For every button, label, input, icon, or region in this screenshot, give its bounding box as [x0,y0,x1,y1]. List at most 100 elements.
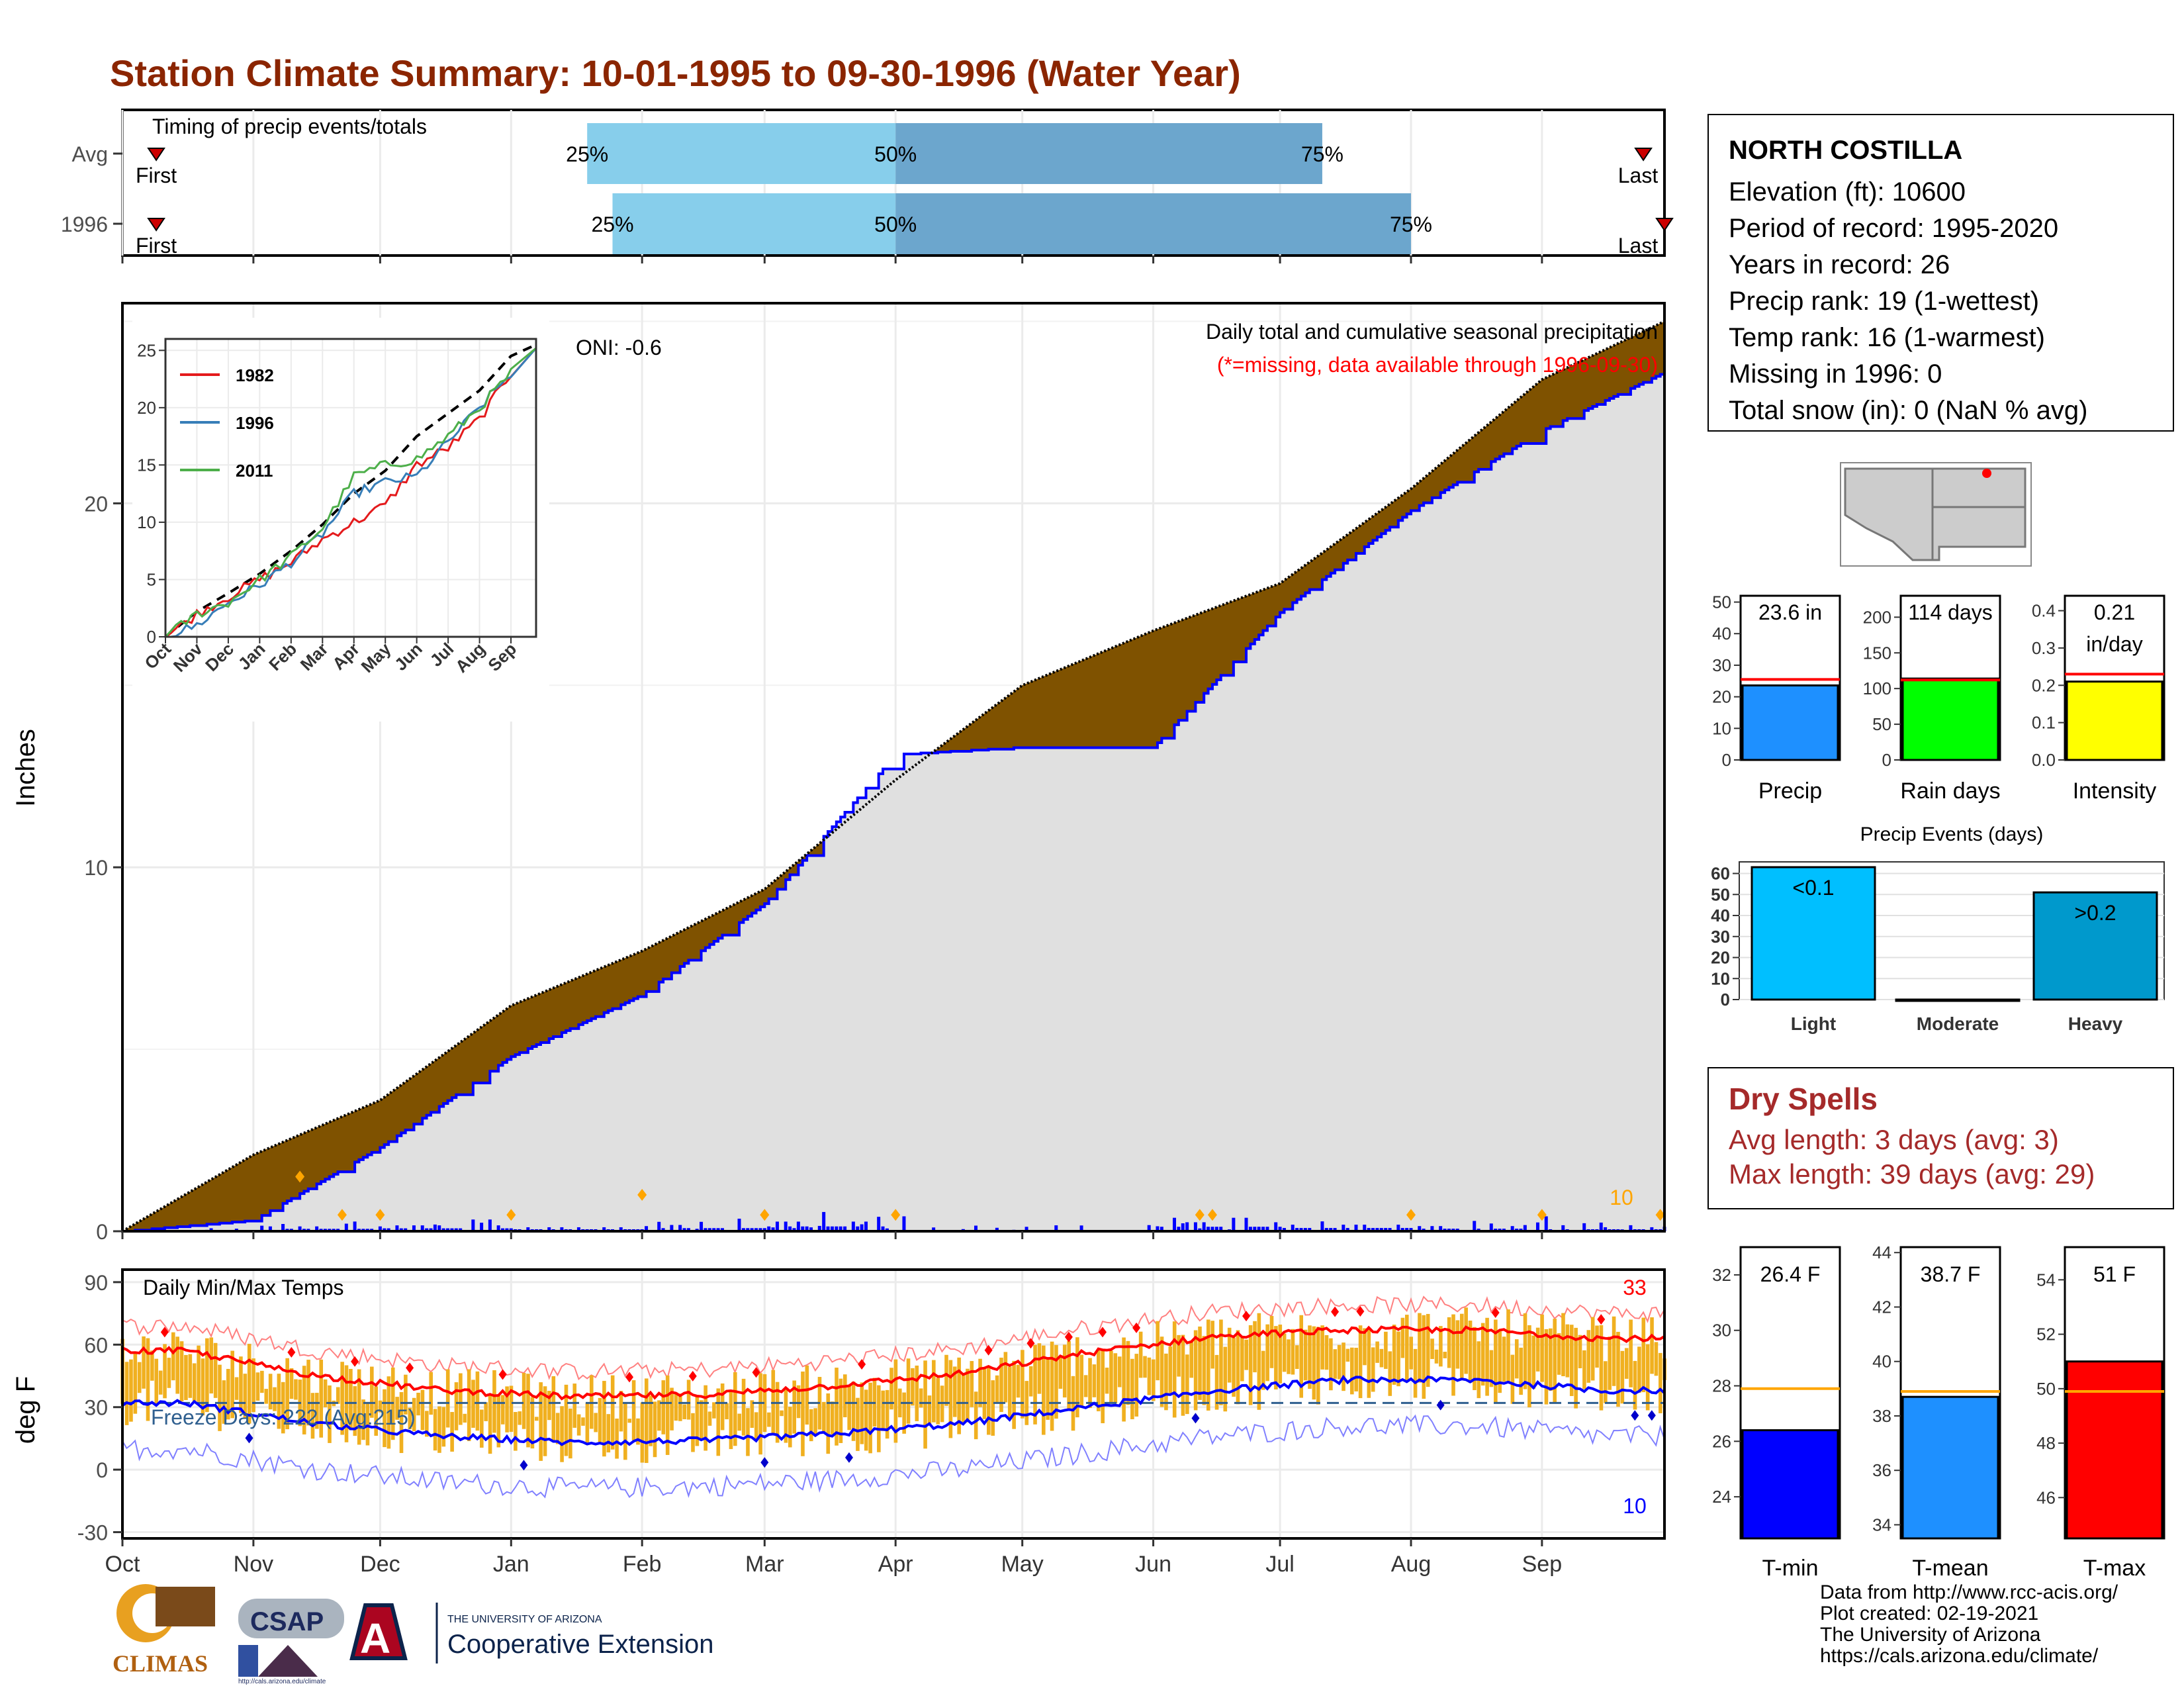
daily-temp-bar [1164,1353,1168,1411]
daily-precip-bar [1329,1228,1333,1231]
daily-precip-bar [1181,1223,1185,1231]
record-high-marker [1597,1314,1606,1325]
daily-temp-bar [399,1391,404,1454]
daily-temp-bar [1261,1350,1265,1390]
daily-precip-bar [645,1226,649,1231]
logos: CLIMAS CSAP http://cals.arizona.edu/clim… [113,1584,713,1685]
daily-temp-bar [1181,1335,1185,1416]
record-marker [375,1209,385,1221]
daily-temp-bar [328,1385,332,1443]
daily-temp-bar [1561,1313,1565,1376]
daily-precip-bar [1650,1227,1654,1231]
daily-temp-bar [1645,1344,1650,1411]
daily-temp-bar [670,1387,674,1430]
minibar-value [2066,680,2163,761]
dry-spells-box: Dry Spells Avg length: 3 days (avg: 3) M… [1707,1067,2174,1209]
observed-cumulative-line [122,373,1664,1233]
daily-temp-bar [378,1400,383,1413]
month-axis: Oct Nov Dec Jan Feb Mar Apr May Jun Jul Aug Sep [105,1552,1563,1577]
first-label: First [136,164,177,187]
daily-temp-bar [264,1389,269,1404]
daily-temp-bar [1413,1348,1418,1398]
daily-precip-bar [344,1223,348,1231]
daily-temp-bar [133,1353,138,1414]
daily-temp-bar [1620,1350,1625,1404]
first-marker [147,148,165,162]
daily-temp-bar [585,1403,590,1445]
daily-temp-bar [1189,1341,1194,1378]
daily-temp-bar [1337,1344,1342,1380]
csap-url: http://cals.arizona.edu/climate [238,1678,326,1685]
daily-temp-bar [610,1375,615,1450]
daily-temp-bar [336,1387,340,1404]
freeze-days-label: Freeze Days: 222 (Avg:215) [151,1405,416,1429]
daily-precip-bar [762,1228,766,1231]
daily-temp-bar [686,1380,691,1420]
temp-ytick-label: 90 [84,1271,108,1295]
daily-temp-bar [374,1386,379,1436]
tempbar-value [2066,1360,2163,1540]
daily-temp-bar [860,1382,864,1444]
tempbar-value-label: 38.7 F [1921,1262,1981,1286]
last-marker [1634,148,1653,162]
daily-temp-bar [484,1402,488,1421]
daily-temp-bar [167,1358,171,1388]
daily-temp-bar [1050,1341,1054,1431]
daily-temp-bar [543,1386,547,1456]
daily-temp-bar [927,1395,932,1425]
daily-temp-bar [1134,1354,1139,1417]
daily-temp-bar [572,1383,577,1428]
daily-temp-bar [365,1401,370,1446]
daily-temp-bar [1024,1381,1029,1425]
daily-precip-bar [856,1226,860,1231]
dry-spells-max: Max length: 39 days (avg: 29) [1729,1158,2095,1190]
daily-temp-bar [775,1382,780,1443]
temp-ytick-label: 60 [84,1333,108,1357]
daily-precip-bar [1320,1221,1324,1231]
daily-temp-bar [281,1382,285,1434]
daily-temp-bar [555,1413,560,1444]
daily-precip-bar [1261,1227,1265,1231]
temp-count-min: 10 [1623,1494,1647,1518]
daily-precip-bar [1193,1222,1197,1231]
timing-p50: 50% [874,142,917,166]
record-high-marker [351,1356,359,1367]
daily-temp-bar [851,1382,856,1441]
minibar-ytick-label: 20 [1712,687,1731,707]
daily-precip-bar [1282,1228,1286,1231]
daily-precip-bar [1185,1222,1189,1231]
daily-temp-bar [564,1384,569,1456]
daily-temp-bar [1308,1325,1312,1389]
daily-precip-bar [1473,1221,1477,1231]
daily-precip-bar [771,1227,775,1231]
daily-temp-bar [1253,1321,1257,1373]
daily-precip-bar [1054,1225,1058,1231]
daily-temp-bar [1303,1329,1308,1381]
minibar-value-label: 114 days [1908,600,1993,624]
daily-temp-bar [416,1392,420,1416]
record-marker [1655,1209,1665,1221]
daily-temp-bar [839,1378,843,1443]
record-low-marker [520,1460,528,1471]
daily-precip-bar [454,1228,458,1231]
credits: Data from http://www.rcc-acis.org/ Plot … [1820,1582,2118,1667]
daily-temp-bar [526,1374,530,1448]
daily-temp-bar [1342,1342,1345,1391]
daily-temp-bar [762,1374,767,1432]
daily-temp-bar [251,1358,255,1413]
daily-temp-bar [197,1345,201,1402]
daily-precip-bar [1371,1228,1375,1231]
daily-temp-bar [1612,1316,1616,1386]
daily-precip-bar [796,1221,800,1231]
inset-ytick-label: 0 [147,627,156,647]
daily-temp-bar [893,1359,898,1443]
minibar-ytick-label: 40 [1712,624,1731,643]
daily-temp-bar [1003,1352,1008,1403]
daily-temp-bar [539,1382,543,1461]
tempbar-ytick-label: 32 [1712,1265,1731,1285]
dry-spells-avg: Avg length: 3 days (avg: 3) [1729,1124,2059,1155]
daily-temp-bar [1299,1315,1304,1398]
daily-temp-bar [383,1389,387,1448]
csap-text: CSAP [250,1607,324,1636]
